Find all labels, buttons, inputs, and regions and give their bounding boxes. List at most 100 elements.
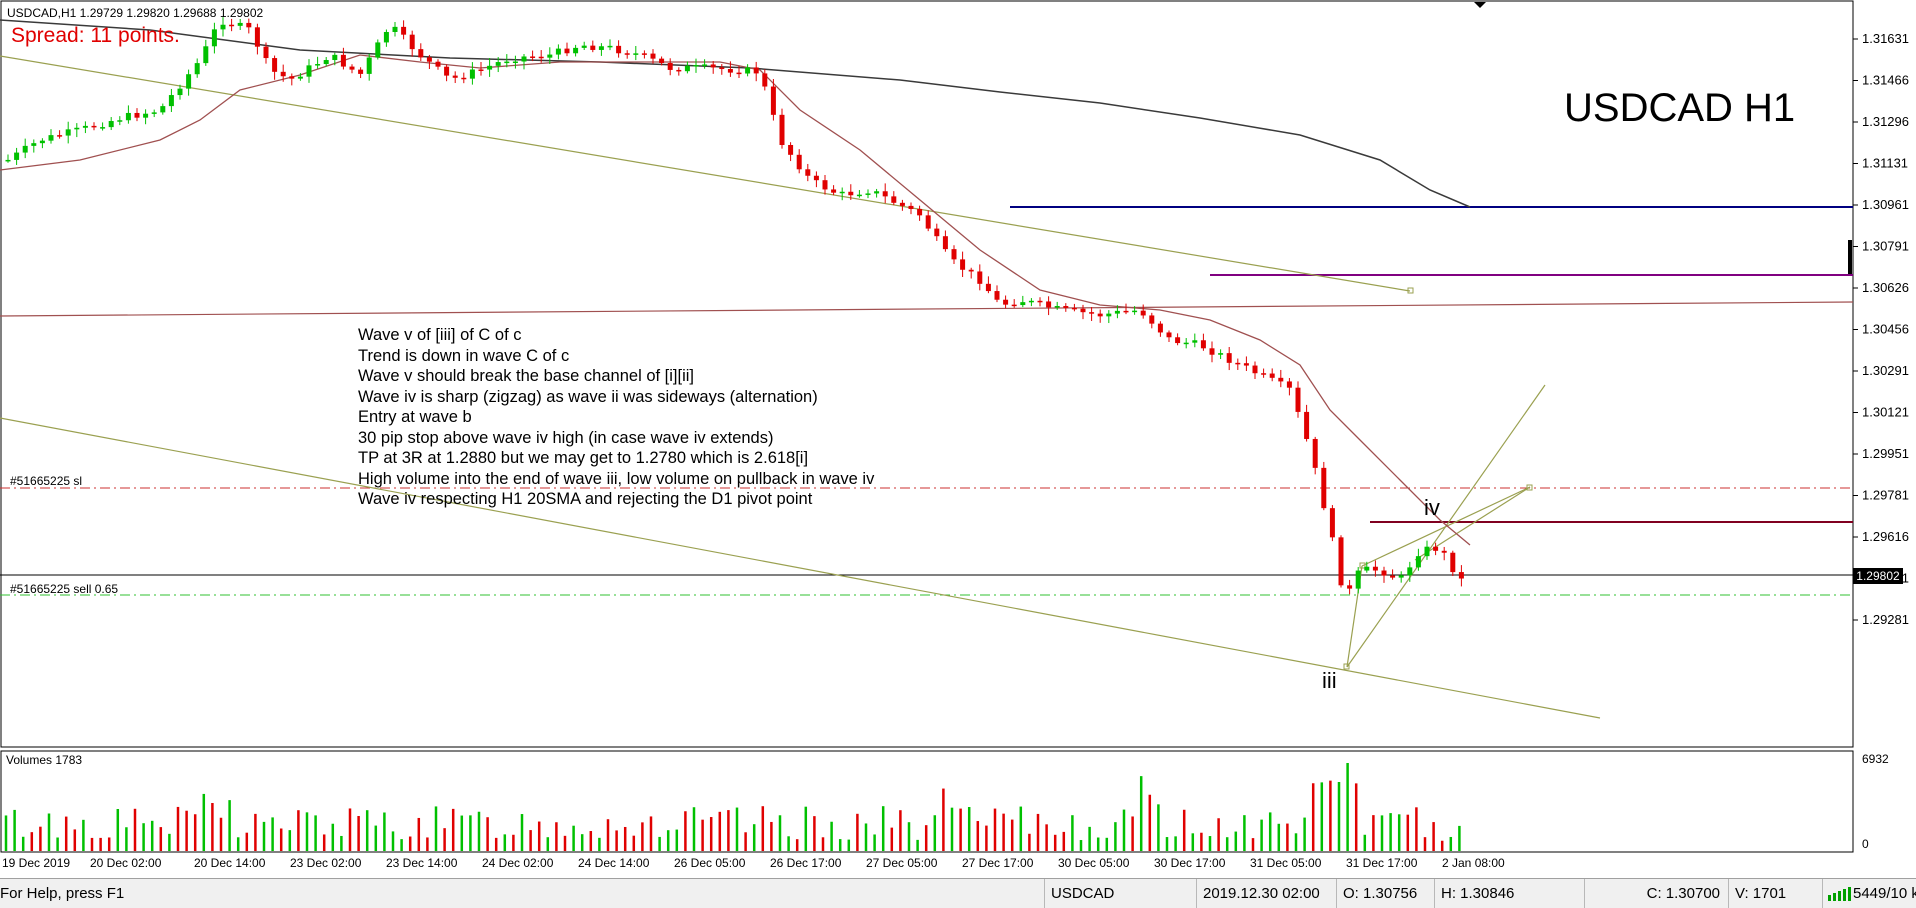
candle-body — [1149, 315, 1155, 324]
candle-body — [340, 54, 346, 67]
candle-body — [246, 22, 252, 28]
candle-body — [5, 159, 11, 162]
wave-iv-label: iv — [1424, 495, 1440, 520]
candle-body — [65, 129, 71, 136]
volume-zero-label: 0 — [1862, 837, 1869, 851]
candle-body — [375, 42, 381, 58]
price-axis-label: 1.30791 — [1862, 239, 1909, 254]
candle-body — [908, 205, 914, 209]
candle-body — [426, 57, 432, 62]
candle-body — [1235, 362, 1241, 365]
candle-body — [1355, 570, 1361, 589]
candle-body — [1381, 570, 1387, 576]
time-axis-label: 2 Jan 08:00 — [1442, 856, 1505, 870]
candle-body — [994, 291, 1000, 300]
candle-body — [951, 249, 957, 260]
candle-body — [74, 127, 80, 130]
candle-body — [1338, 537, 1344, 586]
candle-body — [1209, 348, 1215, 355]
candle-body — [220, 24, 226, 30]
candle-body — [1372, 566, 1378, 571]
candle-body — [667, 63, 673, 70]
wave-iii-label: iii — [1322, 668, 1337, 693]
candle-body — [1329, 508, 1335, 538]
candle-body — [418, 49, 424, 58]
candle-body — [727, 69, 733, 73]
connection-bars-icon — [1828, 887, 1852, 901]
candle-body — [1183, 342, 1189, 345]
candle-body — [1020, 302, 1026, 306]
time-axis: 19 Dec 2019 20 Dec 02:00 20 Dec 14:00 23 De… — [0, 855, 1916, 875]
candle-body — [401, 26, 407, 35]
candle-body — [1407, 567, 1413, 576]
candle-body — [659, 58, 665, 64]
candle-body — [1261, 373, 1267, 375]
candle-body — [1106, 313, 1112, 317]
candle-body — [1175, 337, 1181, 344]
candle-body — [702, 64, 708, 66]
status-bar: For Help, press F1 USDCAD 2019.12.30 02:… — [0, 878, 1916, 908]
time-axis-label: 24 Dec 02:00 — [482, 856, 554, 870]
ma20-line — [0, 54, 1471, 546]
candle-body — [211, 29, 217, 47]
channel-upper-trendline — [0, 55, 1411, 292]
time-axis-label: 26 Dec 17:00 — [770, 856, 842, 870]
price-axis: 1.31631 1.31466 1.31296 1.31131 1.30961 1.307… — [1853, 31, 1909, 627]
volume-pane[interactable] — [0, 750, 1916, 855]
candle-body — [82, 125, 88, 128]
candle-body — [469, 69, 475, 79]
candle-body — [1157, 323, 1163, 333]
candle-body — [297, 76, 303, 79]
time-axis-label: 26 Dec 05:00 — [674, 856, 746, 870]
candle-body — [409, 34, 415, 50]
annotation-line: Entry at wave b — [358, 408, 472, 426]
candle-body — [100, 127, 106, 129]
candle-body — [1321, 467, 1327, 509]
candle-body — [573, 47, 579, 54]
candle-body — [332, 54, 338, 61]
main-chart[interactable]: 1.31631 1.31466 1.31296 1.31131 1.30961 1.307… — [0, 0, 1916, 750]
candle-body — [452, 75, 458, 78]
sell-order-label: #51665225 sell 0.65 — [10, 582, 119, 596]
candle-body — [186, 74, 192, 89]
status-help: For Help, press F1 — [0, 885, 125, 902]
current-price-badge: 1.29802 — [1853, 568, 1903, 584]
candle-body — [633, 53, 639, 55]
candle-body — [1054, 306, 1060, 308]
candle-body — [194, 63, 200, 75]
candle-body — [1278, 377, 1284, 382]
candle-body — [934, 228, 940, 237]
annotation-line: 30 pip stop above wave iv high (in case … — [358, 428, 774, 447]
candle-body — [547, 54, 553, 58]
candle-body — [942, 236, 948, 250]
candle-body — [1080, 308, 1086, 313]
time-axis-label: 20 Dec 14:00 — [194, 856, 266, 870]
time-axis-label: 27 Dec 05:00 — [866, 856, 938, 870]
candle-body — [813, 175, 819, 181]
candle-body — [48, 135, 54, 141]
price-axis-label: 1.30961 — [1862, 197, 1909, 212]
candle-body — [504, 61, 510, 64]
price-axis-label: 1.31466 — [1862, 73, 1909, 88]
candle-body — [607, 45, 613, 48]
candle-body — [1140, 310, 1146, 316]
price-axis-label: 1.29781 — [1862, 488, 1909, 503]
candle-body — [289, 76, 295, 79]
candle-body — [891, 196, 897, 203]
candle-body — [1028, 300, 1034, 303]
candle-body — [383, 31, 389, 43]
candle-body — [117, 120, 123, 122]
time-axis-label: 23 Dec 14:00 — [386, 856, 458, 870]
candle-body — [1458, 572, 1464, 579]
candle-body — [1304, 411, 1310, 439]
status-high: H: 1.30846 — [1434, 879, 1582, 908]
candlesticks — [5, 17, 1464, 595]
channel-lower-trendline — [0, 417, 1601, 719]
candle-body — [598, 46, 604, 50]
price-axis-label: 1.31131 — [1862, 156, 1908, 171]
chart-header: USDCAD,H1 1.29729 1.29820 1.29688 1.2980… — [7, 6, 264, 20]
candle-body — [693, 65, 699, 67]
candle-body — [770, 86, 776, 115]
candle-body — [555, 48, 561, 55]
candle-body — [719, 67, 725, 70]
